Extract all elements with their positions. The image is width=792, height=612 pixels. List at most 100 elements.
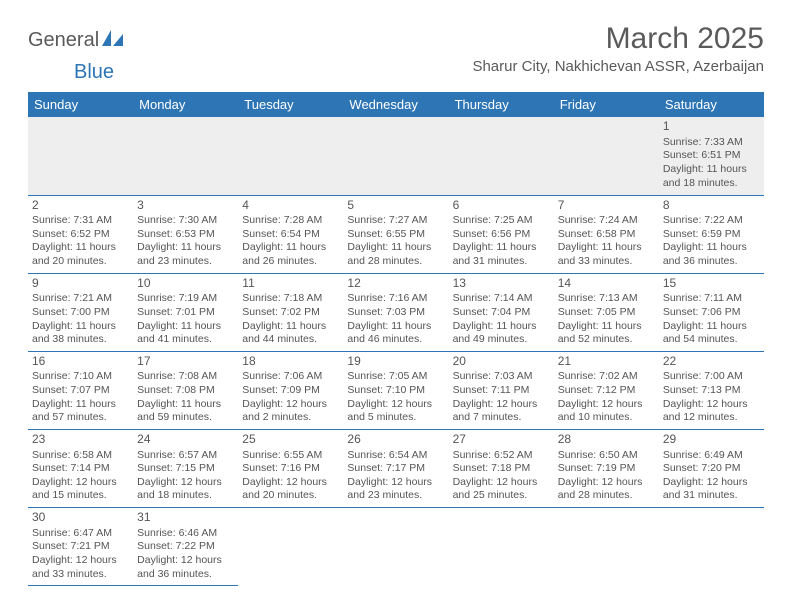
daylight-line: Daylight: 11 hours and 18 minutes. [663, 163, 760, 190]
sunset-line: Sunset: 7:16 PM [242, 462, 339, 476]
sunset-line: Sunset: 6:52 PM [32, 228, 129, 242]
day-number: 28 [558, 432, 655, 448]
sunset-line: Sunset: 7:02 PM [242, 306, 339, 320]
sunrise-line: Sunrise: 7:03 AM [453, 370, 550, 384]
day-number: 14 [558, 276, 655, 292]
daylight-line: Daylight: 12 hours and 31 minutes. [663, 476, 760, 503]
calendar-cell [28, 117, 133, 195]
sunset-line: Sunset: 7:19 PM [558, 462, 655, 476]
daylight-line: Daylight: 11 hours and 41 minutes. [137, 320, 234, 347]
daylight-line: Daylight: 11 hours and 52 minutes. [558, 320, 655, 347]
calendar-cell: 25Sunrise: 6:55 AMSunset: 7:16 PMDayligh… [238, 429, 343, 507]
daylight-line: Daylight: 11 hours and 54 minutes. [663, 320, 760, 347]
daylight-line: Daylight: 11 hours and 46 minutes. [347, 320, 444, 347]
sunset-line: Sunset: 6:55 PM [347, 228, 444, 242]
day-number: 30 [32, 510, 129, 526]
sunrise-line: Sunrise: 6:52 AM [453, 449, 550, 463]
sunset-line: Sunset: 7:17 PM [347, 462, 444, 476]
daylight-line: Daylight: 12 hours and 25 minutes. [453, 476, 550, 503]
daylight-line: Daylight: 12 hours and 12 minutes. [663, 398, 760, 425]
daylight-line: Daylight: 12 hours and 2 minutes. [242, 398, 339, 425]
calendar-cell: 20Sunrise: 7:03 AMSunset: 7:11 PMDayligh… [449, 351, 554, 429]
sunset-line: Sunset: 7:03 PM [347, 306, 444, 320]
calendar-cell: 27Sunrise: 6:52 AMSunset: 7:18 PMDayligh… [449, 429, 554, 507]
daylight-line: Daylight: 12 hours and 36 minutes. [137, 554, 234, 581]
sunrise-line: Sunrise: 7:19 AM [137, 292, 234, 306]
sunrise-line: Sunrise: 7:21 AM [32, 292, 129, 306]
day-number: 13 [453, 276, 550, 292]
day-number: 24 [137, 432, 234, 448]
weekday-header: Friday [554, 92, 659, 117]
sunset-line: Sunset: 6:56 PM [453, 228, 550, 242]
day-number: 18 [242, 354, 339, 370]
weekday-header: Thursday [449, 92, 554, 117]
calendar-cell: 7Sunrise: 7:24 AMSunset: 6:58 PMDaylight… [554, 195, 659, 273]
sunset-line: Sunset: 7:21 PM [32, 540, 129, 554]
sunrise-line: Sunrise: 7:10 AM [32, 370, 129, 384]
day-number: 11 [242, 276, 339, 292]
weekday-header: Sunday [28, 92, 133, 117]
sunset-line: Sunset: 7:18 PM [453, 462, 550, 476]
sunrise-line: Sunrise: 6:55 AM [242, 449, 339, 463]
daylight-line: Daylight: 12 hours and 5 minutes. [347, 398, 444, 425]
day-number: 26 [347, 432, 444, 448]
sunrise-line: Sunrise: 6:46 AM [137, 527, 234, 541]
calendar-row: 30Sunrise: 6:47 AMSunset: 7:21 PMDayligh… [28, 508, 764, 586]
calendar-cell: 22Sunrise: 7:00 AMSunset: 7:13 PMDayligh… [659, 351, 764, 429]
day-number: 9 [32, 276, 129, 292]
day-number: 23 [32, 432, 129, 448]
sunset-line: Sunset: 7:00 PM [32, 306, 129, 320]
calendar-cell [554, 508, 659, 586]
day-number: 21 [558, 354, 655, 370]
sunset-line: Sunset: 7:10 PM [347, 384, 444, 398]
daylight-line: Daylight: 12 hours and 15 minutes. [32, 476, 129, 503]
calendar-cell: 24Sunrise: 6:57 AMSunset: 7:15 PMDayligh… [133, 429, 238, 507]
daylight-line: Daylight: 12 hours and 18 minutes. [137, 476, 234, 503]
calendar-row: 23Sunrise: 6:58 AMSunset: 7:14 PMDayligh… [28, 429, 764, 507]
daylight-line: Daylight: 12 hours and 23 minutes. [347, 476, 444, 503]
calendar-cell [133, 117, 238, 195]
calendar-cell: 6Sunrise: 7:25 AMSunset: 6:56 PMDaylight… [449, 195, 554, 273]
sunrise-line: Sunrise: 7:13 AM [558, 292, 655, 306]
calendar-cell [343, 117, 448, 195]
sunrise-line: Sunrise: 6:50 AM [558, 449, 655, 463]
daylight-line: Daylight: 11 hours and 59 minutes. [137, 398, 234, 425]
sunset-line: Sunset: 7:11 PM [453, 384, 550, 398]
sunrise-line: Sunrise: 7:30 AM [137, 214, 234, 228]
daylight-line: Daylight: 11 hours and 26 minutes. [242, 241, 339, 268]
calendar-cell [238, 117, 343, 195]
sunset-line: Sunset: 7:04 PM [453, 306, 550, 320]
daylight-line: Daylight: 12 hours and 7 minutes. [453, 398, 550, 425]
logo-text-general: General [28, 29, 99, 52]
calendar-cell: 28Sunrise: 6:50 AMSunset: 7:19 PMDayligh… [554, 429, 659, 507]
weekday-header: Monday [133, 92, 238, 117]
sunrise-line: Sunrise: 7:22 AM [663, 214, 760, 228]
sunrise-line: Sunrise: 7:14 AM [453, 292, 550, 306]
sunrise-line: Sunrise: 7:31 AM [32, 214, 129, 228]
sunrise-line: Sunrise: 7:25 AM [453, 214, 550, 228]
day-number: 2 [32, 198, 129, 214]
logo-sail-icon [101, 28, 127, 53]
sunrise-line: Sunrise: 7:24 AM [558, 214, 655, 228]
day-number: 15 [663, 276, 760, 292]
daylight-line: Daylight: 11 hours and 28 minutes. [347, 241, 444, 268]
daylight-line: Daylight: 11 hours and 31 minutes. [453, 241, 550, 268]
sunset-line: Sunset: 7:15 PM [137, 462, 234, 476]
sunset-line: Sunset: 7:01 PM [137, 306, 234, 320]
sunset-line: Sunset: 7:13 PM [663, 384, 760, 398]
month-title: March 2025 [472, 22, 764, 56]
calendar-cell: 18Sunrise: 7:06 AMSunset: 7:09 PMDayligh… [238, 351, 343, 429]
calendar-cell: 19Sunrise: 7:05 AMSunset: 7:10 PMDayligh… [343, 351, 448, 429]
sunset-line: Sunset: 7:06 PM [663, 306, 760, 320]
sunrise-line: Sunrise: 7:11 AM [663, 292, 760, 306]
daylight-line: Daylight: 11 hours and 36 minutes. [663, 241, 760, 268]
day-number: 3 [137, 198, 234, 214]
calendar-cell: 8Sunrise: 7:22 AMSunset: 6:59 PMDaylight… [659, 195, 764, 273]
calendar-cell: 16Sunrise: 7:10 AMSunset: 7:07 PMDayligh… [28, 351, 133, 429]
day-number: 7 [558, 198, 655, 214]
daylight-line: Daylight: 11 hours and 38 minutes. [32, 320, 129, 347]
sunset-line: Sunset: 7:07 PM [32, 384, 129, 398]
sunrise-line: Sunrise: 7:28 AM [242, 214, 339, 228]
day-number: 1 [663, 119, 760, 135]
day-number: 8 [663, 198, 760, 214]
